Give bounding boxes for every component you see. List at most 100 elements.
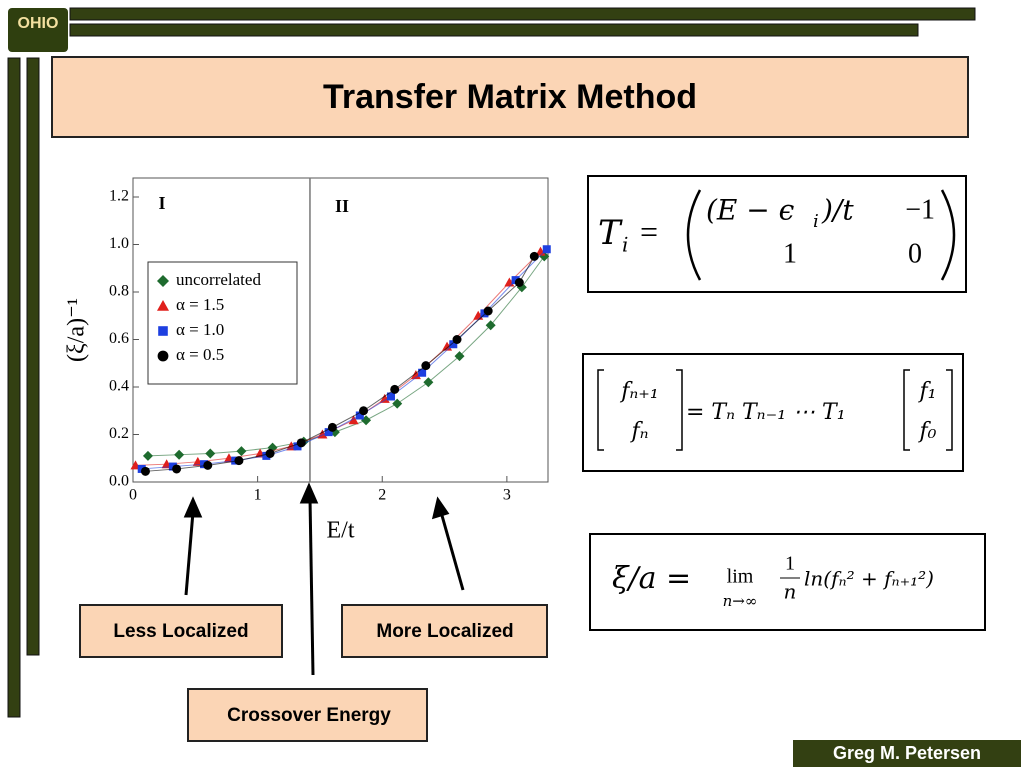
marker: [293, 442, 302, 451]
marker: [454, 351, 465, 362]
side-bar: [26, 57, 40, 656]
bracket: [597, 369, 683, 451]
legend-marker: [157, 350, 169, 362]
x-tick-label: 3: [503, 487, 511, 504]
arrows: [183, 482, 465, 676]
arrow: [184, 511, 195, 596]
matrix-entry: i: [813, 211, 819, 232]
callout: More Localized: [376, 621, 513, 642]
equation-box: [582, 353, 964, 472]
eq-frac: n: [784, 580, 797, 604]
equation-middle: = Tₙ Tₙ₋₁ ⋯ T₁: [686, 400, 846, 425]
arrow: [308, 497, 315, 676]
paren: [940, 189, 956, 281]
title-box: [51, 56, 969, 138]
region-label: I: [158, 193, 165, 213]
eq-sign: =: [640, 213, 658, 249]
marker: [418, 368, 427, 377]
eq-lim: lim: [727, 566, 754, 588]
x-tick-label: 0: [129, 487, 137, 504]
legend-label: α = 1.0: [176, 320, 224, 339]
y-tick-label: 0.8: [109, 283, 129, 300]
side-bar: [7, 57, 21, 718]
bracket: [903, 369, 953, 451]
y-tick-label: 0.6: [109, 330, 129, 347]
eq-frac: 1: [785, 553, 795, 575]
legend-label: α = 1.5: [176, 295, 224, 314]
vector-entry: fₙ: [629, 419, 648, 444]
matrix-entry: −1: [905, 194, 935, 225]
marker: [359, 406, 369, 416]
matrix-entry: )/t: [821, 194, 854, 227]
logo: OHIO: [18, 15, 59, 32]
x-tick-label: 1: [254, 487, 262, 504]
marker: [379, 393, 390, 403]
marker: [449, 340, 458, 349]
marker: [421, 361, 431, 371]
marker: [442, 341, 453, 351]
y-tick-label: 0.2: [109, 425, 129, 442]
eq-lim-sub: n→∞: [723, 592, 758, 610]
marker: [542, 245, 551, 254]
vector-entry: f₀: [918, 419, 937, 444]
legend-marker: [157, 300, 169, 311]
marker: [423, 377, 434, 388]
marker: [324, 428, 333, 437]
x-axis-label: E/t: [327, 518, 355, 544]
marker: [296, 438, 306, 448]
paren: [686, 189, 702, 281]
marker: [355, 411, 364, 420]
author: Greg M. Petersen: [833, 743, 981, 763]
legend-label: α = 0.5: [176, 345, 224, 364]
matrix-entry: (E − ϵ: [706, 194, 795, 227]
marker: [348, 415, 359, 425]
marker: [327, 422, 337, 432]
marker: [390, 384, 400, 394]
equation-box: [587, 175, 967, 293]
footer-box: [793, 740, 1021, 767]
eq-lhs: ξ/a =: [612, 561, 691, 596]
vector-entry: f₁: [918, 379, 937, 404]
arrow-head: [299, 482, 319, 504]
eq-rhs: ln(fₙ² + fₙ₊₁²): [804, 567, 934, 591]
marker: [142, 450, 153, 461]
callout-box: [341, 604, 548, 658]
callout: Less Localized: [113, 621, 248, 642]
callout: Crossover Energy: [227, 705, 391, 726]
marker: [386, 392, 395, 401]
marker: [203, 460, 213, 470]
legend-marker: [158, 326, 168, 336]
arrow: [439, 511, 465, 591]
arrow-head: [183, 496, 203, 518]
marker: [514, 278, 524, 287]
top-bar: [69, 7, 976, 21]
marker: [483, 306, 493, 316]
marker: [236, 446, 247, 457]
marker: [205, 448, 216, 459]
marker: [265, 449, 275, 458]
region-label: II: [335, 196, 349, 216]
callout-box: [79, 604, 283, 658]
y-tick-label: 0.0: [109, 473, 129, 490]
matrix-entry: 1: [783, 238, 797, 269]
equation-box: [589, 533, 986, 631]
legend-label: uncorrelated: [176, 270, 261, 289]
title: Transfer Matrix Method: [323, 78, 697, 116]
legend-box: [147, 261, 298, 385]
matrix-entry: 0: [908, 238, 922, 269]
y-tick-label: 1.0: [109, 235, 129, 252]
top-bar: [69, 23, 919, 37]
marker: [452, 335, 462, 344]
y-tick-label: 0.4: [109, 378, 129, 395]
chart: 0.00.20.40.60.81.01.20 1 2 3E/t(ξ/a)⁻¹I IIun…: [64, 177, 551, 544]
vector-entry: fₙ₊₁: [619, 379, 659, 404]
x-tick-label: 2: [378, 487, 386, 504]
logo-bg: [8, 8, 68, 52]
marker: [410, 370, 421, 380]
marker: [234, 456, 244, 466]
legend-marker: [157, 275, 169, 287]
marker: [529, 251, 539, 261]
arrow-head: [431, 496, 450, 520]
marker: [485, 320, 496, 331]
